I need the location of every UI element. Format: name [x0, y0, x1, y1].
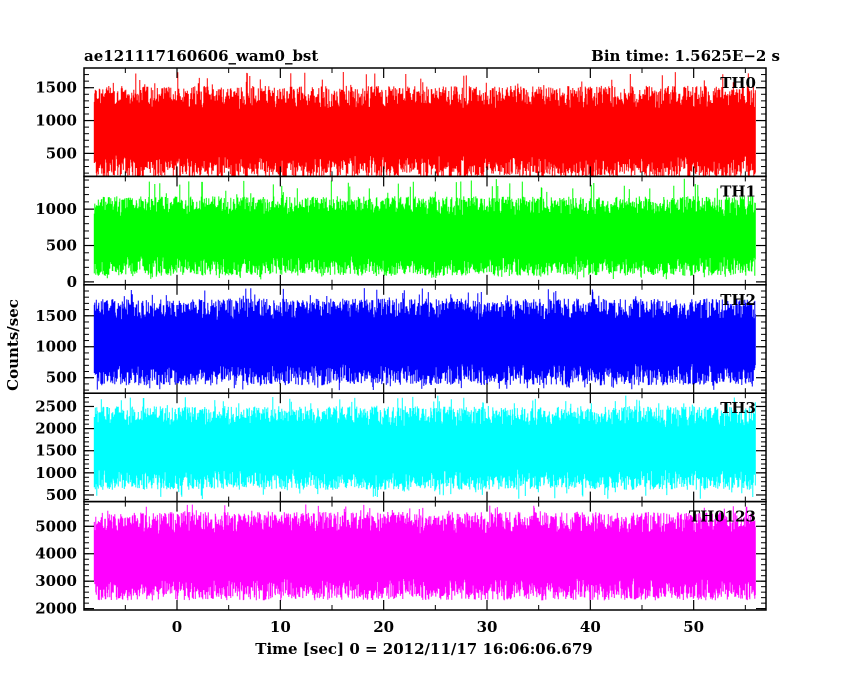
x-tick-label: 40	[580, 618, 601, 636]
panel-label-th0123: TH0123	[689, 508, 756, 526]
series-th2-line	[93, 288, 756, 391]
x-tick-label: 50	[683, 618, 704, 636]
panel-frame	[83, 500, 767, 611]
panel-label-th2: TH2	[720, 291, 756, 309]
y-tick-label: 500	[46, 486, 77, 504]
y-tick-label: 500	[46, 144, 77, 162]
y-tick-label: 2000	[35, 600, 77, 618]
panel-th0123: 2000 3000 4000 5000 TH0123	[35, 500, 767, 618]
panel-label-th1: TH1	[720, 182, 756, 200]
x-axis-title: Time [sec] 0 = 2012/11/17 16:06:06.679	[255, 640, 592, 658]
panel-label-th3: TH3	[720, 399, 756, 417]
series-th0123-line	[93, 504, 756, 601]
y-tick-label: 1500	[35, 79, 77, 97]
panel-th2: 500 1000 1500 TH2	[35, 284, 767, 394]
y-tick-label: 1000	[35, 200, 77, 218]
series-th1-line	[93, 178, 756, 280]
y-tick-label: 4000	[35, 545, 77, 563]
x-tick-label: 20	[373, 618, 394, 636]
y-tick-label: 1000	[35, 338, 77, 356]
panel-label-th0: TH0	[720, 74, 756, 92]
chart-title-left: ae121117160606_wam0_bst	[84, 47, 318, 65]
x-tick-label: 0	[172, 618, 182, 636]
y-tick-label: 2000	[35, 420, 77, 438]
y-axis-title: Counts/sec	[4, 299, 22, 391]
panel-th0: 500 1000 1500 TH0	[35, 67, 767, 178]
y-tick-label: 1000	[35, 464, 77, 482]
y-tick-label: 500	[46, 369, 77, 387]
y-tick-label: 2500	[35, 397, 77, 415]
y-tick-label: 1500	[35, 307, 77, 325]
chart-title-right: Bin time: 1.5625E−2 s	[591, 47, 780, 65]
panel-th3: 500 1000 1500 2000 2500 TH3	[35, 392, 767, 504]
series-th0-line	[93, 72, 756, 177]
y-tick-label: 5000	[35, 517, 77, 535]
y-tick-label: 3000	[35, 572, 77, 590]
x-tick-label: 10	[270, 618, 291, 636]
panel-th1: 0 500 1000 TH1	[35, 175, 767, 291]
y-tick-label: 1500	[35, 442, 77, 460]
series-th3-line	[93, 395, 756, 499]
y-tick-label: 500	[46, 237, 77, 255]
y-tick-label: 1000	[35, 112, 77, 130]
y-tick-label: 0	[67, 273, 77, 291]
x-tick-label: 30	[477, 618, 498, 636]
